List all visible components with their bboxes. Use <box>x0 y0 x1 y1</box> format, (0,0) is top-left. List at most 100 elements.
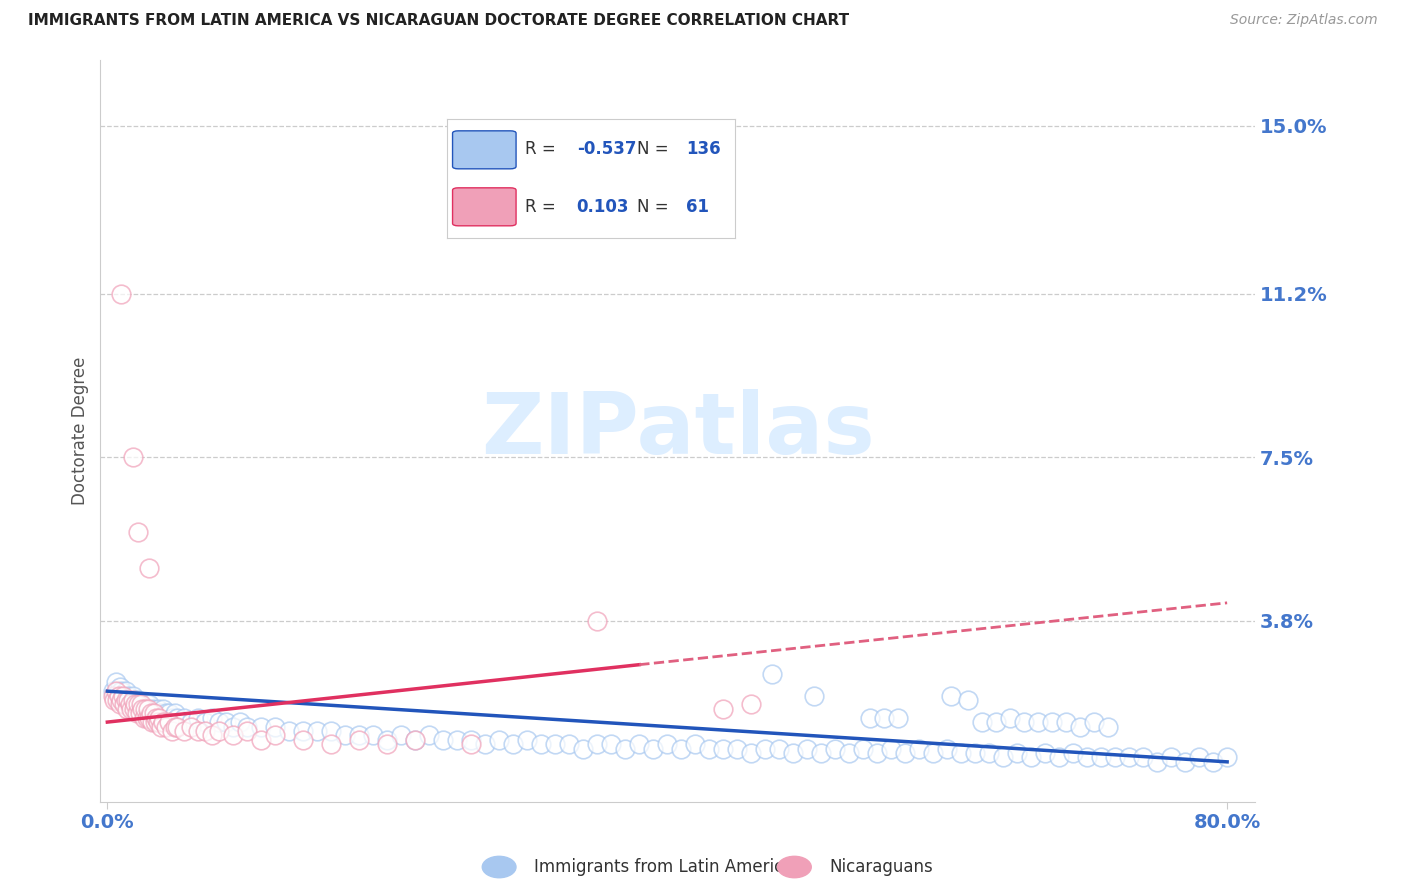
Point <box>229 715 252 730</box>
Point <box>711 741 734 756</box>
Point <box>157 715 180 730</box>
Point <box>796 741 818 756</box>
Point <box>201 711 224 725</box>
Point <box>122 698 145 712</box>
Point <box>321 737 343 751</box>
Point <box>460 737 482 751</box>
Point <box>418 728 440 742</box>
Point <box>908 741 931 756</box>
Point <box>104 684 127 698</box>
Point <box>194 723 217 738</box>
Point <box>141 702 163 716</box>
Point <box>152 702 174 716</box>
Point <box>1076 750 1098 764</box>
Point <box>173 711 195 725</box>
Point <box>1069 719 1091 733</box>
Point <box>852 741 875 756</box>
Point <box>866 746 889 760</box>
Point <box>222 719 245 733</box>
Point <box>187 723 209 738</box>
Point <box>136 702 159 716</box>
Point <box>135 698 157 712</box>
Point <box>105 693 128 707</box>
Point <box>166 711 188 725</box>
Point <box>115 702 138 716</box>
Point <box>250 732 273 747</box>
Point <box>107 693 129 707</box>
Point <box>141 715 163 730</box>
Point <box>143 706 166 721</box>
Point <box>404 732 426 747</box>
Point <box>1005 746 1028 760</box>
Point <box>474 737 496 751</box>
Point <box>740 746 762 760</box>
Point <box>103 693 125 707</box>
Point <box>1026 715 1049 730</box>
Point <box>979 746 1001 760</box>
Text: ZIPatlas: ZIPatlas <box>481 389 875 472</box>
Point <box>138 560 160 574</box>
Point <box>873 711 896 725</box>
Point <box>754 741 776 756</box>
Point <box>127 693 149 707</box>
Point <box>460 732 482 747</box>
Point <box>101 689 124 703</box>
Point <box>114 693 136 707</box>
Point <box>657 737 679 751</box>
Point <box>157 706 180 721</box>
Point <box>152 715 174 730</box>
Point <box>160 723 183 738</box>
Point <box>586 737 609 751</box>
Point <box>572 741 595 756</box>
Point <box>136 702 159 716</box>
Point <box>118 698 141 712</box>
Point <box>145 711 167 725</box>
Point <box>115 693 138 707</box>
Point <box>129 702 152 716</box>
Point <box>117 693 139 707</box>
Point <box>163 719 186 733</box>
Point <box>643 741 665 756</box>
Point <box>740 698 762 712</box>
Point <box>404 732 426 747</box>
Point <box>163 706 186 721</box>
Point <box>950 746 973 760</box>
Point <box>194 715 217 730</box>
Point <box>138 711 160 725</box>
Point <box>614 741 637 756</box>
Point <box>128 706 150 721</box>
Point <box>114 684 136 698</box>
Point <box>107 689 129 703</box>
Point <box>530 737 553 751</box>
Point <box>110 693 132 707</box>
Point <box>111 689 134 703</box>
Point <box>108 698 131 712</box>
Point <box>222 728 245 742</box>
Point <box>1040 715 1063 730</box>
Point <box>838 746 860 760</box>
Point <box>117 689 139 703</box>
Point <box>389 728 412 742</box>
Point <box>292 723 315 738</box>
Point <box>887 711 910 725</box>
Point <box>1054 715 1077 730</box>
Point <box>1033 746 1056 760</box>
Point <box>628 737 651 751</box>
Point <box>1174 755 1197 769</box>
Point <box>307 723 329 738</box>
Point <box>236 723 259 738</box>
Point <box>180 715 202 730</box>
Point <box>922 746 945 760</box>
Point <box>131 698 153 712</box>
Point <box>894 746 917 760</box>
Point <box>375 732 398 747</box>
Point <box>160 711 183 725</box>
Point <box>683 737 706 751</box>
Point <box>1097 719 1119 733</box>
Point <box>111 689 134 703</box>
Point <box>1047 750 1070 764</box>
Point <box>146 715 169 730</box>
Point <box>824 741 846 756</box>
Point <box>201 728 224 742</box>
Point <box>166 719 188 733</box>
